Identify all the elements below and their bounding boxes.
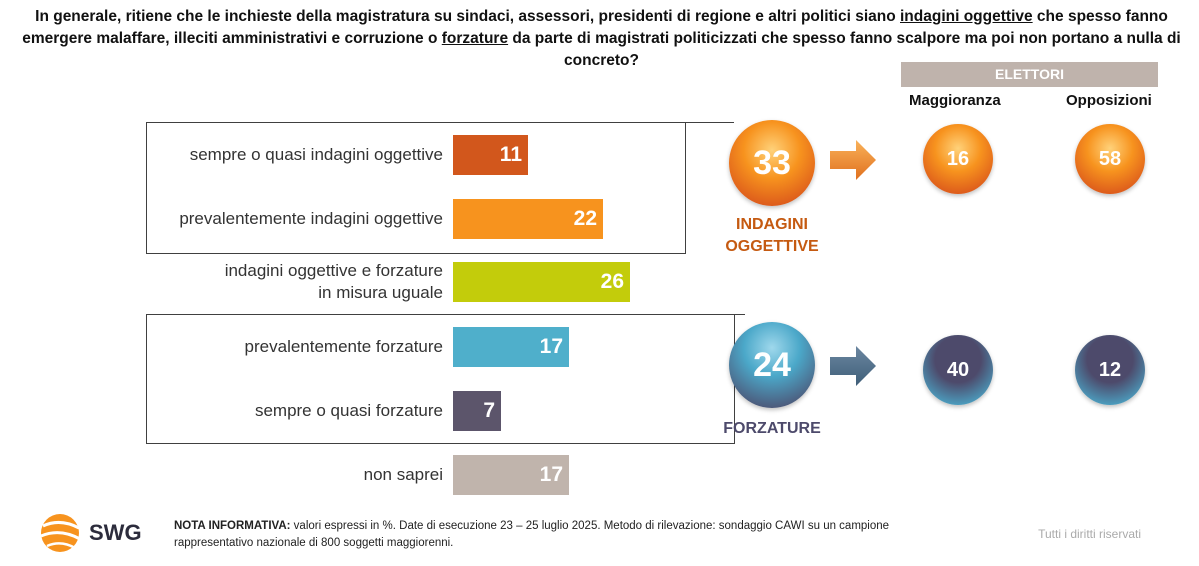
category-label-line: sempre o quasi indagini oggettive	[189, 145, 443, 164]
question-underline-indagini: indagini oggettive	[900, 8, 1033, 25]
forzature-maggioranza-circle: 40	[923, 335, 993, 405]
forzature-group-box	[146, 314, 735, 444]
category-label-line: prevalentemente indagini oggettive	[179, 209, 443, 228]
maggioranza-header: Maggioranza	[909, 92, 1001, 109]
forzature-arrow-icon	[830, 346, 876, 386]
indagini-total-circle: 33	[729, 120, 815, 206]
forzature-opposizioni-circle: 12	[1075, 335, 1145, 405]
indagini-connector	[684, 122, 734, 123]
note-line1: valori espressi in %. Date di esecuzione…	[290, 520, 890, 532]
bar: 22	[453, 199, 603, 239]
indagini-group-box	[146, 122, 686, 254]
bar-value-label: 7	[483, 399, 495, 422]
indagini-opposizioni-circle: 58	[1075, 124, 1145, 194]
indagini-caption-line2: OGGETTIVE	[725, 238, 819, 255]
category-label-line: non saprei	[363, 465, 443, 484]
indagini-arrow-icon	[830, 140, 876, 180]
indagini-opposizioni-value: 58	[1098, 147, 1122, 170]
bar: 17	[453, 455, 569, 495]
category-label: sempre o quasi forzature	[255, 400, 443, 422]
bar-value-label: 11	[499, 143, 522, 166]
forzature-connector	[733, 314, 745, 315]
indagini-total-value: 33	[753, 143, 791, 182]
question-title: In generale, ritiene che le inchieste de…	[14, 6, 1189, 72]
category-label-line: sempre o quasi forzature	[254, 401, 443, 420]
opposizioni-header: Opposizioni	[1066, 92, 1152, 109]
indagini-maggioranza-circle: 16	[923, 124, 993, 194]
elettori-header: ELETTORI	[901, 62, 1158, 87]
forzature-maggioranza-value: 40	[946, 358, 970, 381]
indagini-maggioranza-value: 16	[946, 147, 970, 170]
forzature-opposizioni-value: 12	[1098, 358, 1122, 381]
forzature-caption: FORZATURE	[723, 420, 821, 437]
bar-value-label: 22	[573, 207, 597, 230]
category-label: sempre o quasi indagini oggettive	[190, 144, 443, 166]
rights-text: Tutti i diritti riservati	[1038, 527, 1141, 541]
bar-value-label: 17	[539, 335, 563, 358]
question-underline-forzature: forzature	[441, 30, 509, 47]
category-label: non saprei	[364, 464, 443, 486]
category-label-line: indagini oggettive e forzature	[224, 261, 443, 280]
indagini-caption: INDAGINI OGGETTIVE	[712, 214, 832, 258]
indagini-caption-line1: INDAGINI	[736, 216, 808, 233]
question-part3: da parte di magistrati politicizzati che…	[508, 30, 1181, 69]
category-label: prevalentemente indagini oggettive	[179, 208, 443, 230]
footer-note: NOTA INFORMATIVA: valori espressi in %. …	[174, 518, 954, 552]
bar: 26	[453, 262, 630, 302]
swg-logo-icon	[40, 514, 81, 552]
question-part1: In generale, ritiene che le inchieste de…	[35, 8, 900, 25]
bar: 11	[453, 135, 528, 175]
question-part2: che spesso fanno emergere malaffare, ill…	[22, 8, 1168, 47]
forzature-total-circle: 24	[729, 322, 815, 408]
forzature-total-value: 24	[753, 345, 791, 384]
category-label: indagini oggettive e forzature in misura …	[225, 260, 443, 304]
bar-value-label: 17	[539, 463, 563, 486]
category-label: prevalentemente forzature	[245, 336, 443, 358]
note-bold: NOTA INFORMATIVA:	[174, 520, 291, 532]
bar: 17	[453, 327, 569, 367]
bar-value-label: 26	[600, 270, 624, 293]
note-line2: rappresentativo nazionale di 800 soggett…	[174, 537, 454, 549]
category-label-line: in misura uguale	[318, 283, 443, 302]
swg-brand: SWG	[89, 520, 142, 545]
bar: 7	[453, 391, 501, 431]
category-label-line: prevalentemente forzature	[244, 337, 443, 356]
